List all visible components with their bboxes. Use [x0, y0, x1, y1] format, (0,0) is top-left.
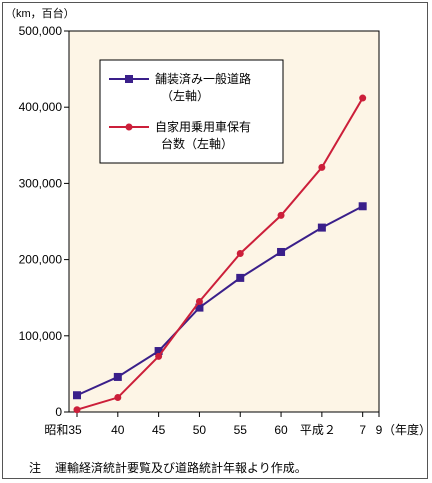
series-1-point — [154, 347, 163, 356]
y-tick-label: 100,000 — [19, 329, 63, 343]
series-1-point — [317, 223, 326, 232]
series-2-point — [359, 94, 367, 102]
y-tick-label: 300,000 — [19, 176, 63, 190]
series-1-point — [236, 273, 245, 282]
series-layer — [73, 94, 367, 414]
series-line-1 — [76, 205, 364, 397]
legend-marker-2 — [125, 123, 133, 131]
x-tick-label: 9 — [376, 423, 383, 437]
series-2-point — [236, 250, 244, 258]
series-2-point — [277, 211, 285, 219]
x-tick-label: 60 — [274, 423, 288, 437]
y-axis: 0 100,000 200,000 300,000 400,000 500,000 — [19, 24, 69, 419]
legend-label: （左軸） — [161, 88, 209, 103]
y-tick-label: 400,000 — [19, 100, 63, 114]
series-1-point — [358, 202, 367, 211]
series-1-point — [195, 303, 204, 312]
x-axis-unit: （年度） — [383, 422, 429, 437]
source-note: 注運輸経済統計要覧及び道路統計年報より作成。 — [29, 459, 307, 476]
series-2-point — [195, 298, 203, 306]
legend-marker-1 — [125, 75, 133, 83]
legend-label: 舗装済み一般道路 — [155, 71, 251, 86]
y-tick-label: 500,000 — [19, 24, 63, 38]
series-2-point — [318, 163, 326, 171]
series-1-point — [277, 247, 286, 256]
legend-label: 自家用乗用車保有 — [155, 119, 251, 134]
y-tick-label: 0 — [55, 405, 62, 419]
x-tick-label: 7 — [359, 423, 366, 437]
series-1-point — [113, 372, 122, 381]
note-mark: 注 — [29, 461, 42, 475]
x-tick-label: 45 — [152, 423, 166, 437]
series-2-point — [114, 394, 122, 402]
series-line-2 — [76, 97, 364, 411]
series-2-point — [155, 352, 163, 360]
x-axis: 昭和35 40 45 50 55 60 平成２ 7 9 — [44, 412, 383, 437]
note-text: 運輸経済統計要覧及び道路統計年報より作成。 — [55, 461, 307, 475]
y-axis-unit: （km，百台） — [5, 6, 75, 20]
x-tick-label: 40 — [111, 423, 125, 437]
series-1-point — [73, 391, 81, 400]
series-2-point — [73, 406, 81, 414]
y-tick-label: 200,000 — [19, 253, 63, 267]
legend-label: 台数（左軸） — [161, 136, 233, 151]
x-tick-label: 50 — [193, 423, 207, 437]
x-tick-label: 昭和35 — [44, 423, 82, 437]
line-chart: 0 100,000 200,000 300,000 400,000 500,000 昭和3… — [5, 6, 429, 437]
chart-frame: 0 100,000 200,000 300,000 400,000 500,000 昭和3… — [2, 2, 429, 479]
x-tick-label: 55 — [234, 423, 248, 437]
x-tick-label: 平成２ — [300, 423, 336, 437]
